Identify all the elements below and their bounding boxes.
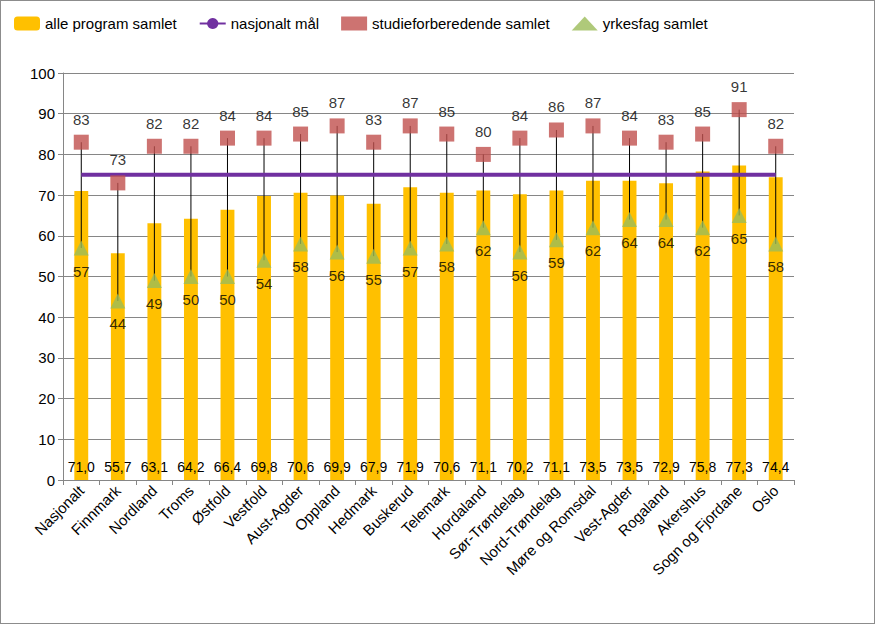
svg-text:58: 58 [767, 258, 784, 275]
svg-text:69,9: 69,9 [324, 459, 351, 475]
svg-text:60: 60 [38, 227, 55, 244]
svg-text:studieforberedende samlet: studieforberedende samlet [372, 15, 550, 32]
svg-text:Akershus: Akershus [652, 482, 709, 539]
svg-text:70,6: 70,6 [287, 459, 314, 475]
svg-text:84: 84 [512, 107, 529, 124]
svg-text:Møre og Romsdal: Møre og Romsdal [502, 482, 599, 579]
svg-text:85: 85 [292, 103, 309, 120]
svg-text:90: 90 [38, 105, 55, 122]
svg-text:56: 56 [329, 267, 346, 284]
svg-text:Vest-Agder: Vest-Agder [571, 482, 636, 547]
svg-text:Vestfold: Vestfold [220, 482, 270, 532]
svg-text:44: 44 [109, 315, 126, 332]
svg-text:70,6: 70,6 [433, 459, 460, 475]
svg-text:82: 82 [183, 115, 200, 132]
svg-text:83: 83 [658, 111, 675, 128]
svg-text:0: 0 [47, 472, 55, 489]
svg-text:62: 62 [585, 242, 602, 259]
svg-text:64: 64 [658, 234, 675, 251]
svg-text:82: 82 [146, 115, 163, 132]
svg-text:30: 30 [38, 349, 55, 366]
svg-text:Hordaland: Hordaland [428, 482, 490, 543]
svg-text:87: 87 [585, 94, 602, 111]
svg-text:Nordland: Nordland [105, 482, 160, 537]
svg-text:Buskerud: Buskerud [359, 482, 417, 539]
svg-text:50: 50 [183, 291, 200, 308]
svg-text:57: 57 [402, 263, 419, 280]
svg-text:10: 10 [38, 431, 55, 448]
svg-text:100: 100 [30, 65, 55, 82]
svg-text:Aust-Agder: Aust-Agder [242, 482, 307, 547]
svg-text:69,8: 69,8 [250, 459, 277, 475]
svg-text:54: 54 [256, 275, 273, 292]
svg-text:59: 59 [548, 254, 565, 271]
svg-text:20: 20 [38, 390, 55, 407]
svg-text:65: 65 [731, 230, 748, 247]
svg-text:55: 55 [365, 271, 382, 288]
svg-text:Troms: Troms [155, 482, 197, 524]
svg-text:71,1: 71,1 [470, 459, 497, 475]
svg-text:91: 91 [731, 78, 748, 95]
svg-text:Hedmark: Hedmark [324, 482, 380, 537]
svg-text:83: 83 [73, 111, 90, 128]
svg-text:Rogaland: Rogaland [614, 482, 673, 540]
svg-text:Finnmark: Finnmark [67, 482, 124, 539]
svg-text:82: 82 [767, 115, 784, 132]
svg-text:50: 50 [38, 268, 55, 285]
svg-text:Telemark: Telemark [397, 482, 453, 537]
svg-text:Oppland: Oppland [291, 482, 344, 535]
svg-text:87: 87 [402, 94, 419, 111]
svg-text:85: 85 [438, 103, 455, 120]
svg-text:Nasjonalt: Nasjonalt [31, 482, 88, 539]
svg-text:71,0: 71,0 [68, 459, 95, 475]
svg-text:75,8: 75,8 [689, 459, 716, 475]
svg-text:80: 80 [38, 146, 55, 163]
svg-text:58: 58 [438, 258, 455, 275]
svg-text:83: 83 [365, 111, 382, 128]
svg-text:73: 73 [109, 151, 126, 168]
svg-text:84: 84 [256, 107, 273, 124]
svg-text:64: 64 [621, 234, 638, 251]
svg-text:Sogn og Fjordane: Sogn og Fjordane [649, 482, 745, 578]
svg-text:87: 87 [329, 94, 346, 111]
svg-text:64,2: 64,2 [177, 459, 204, 475]
svg-text:70: 70 [38, 187, 55, 204]
svg-text:86: 86 [548, 98, 565, 115]
svg-text:73,5: 73,5 [616, 459, 643, 475]
svg-text:84: 84 [621, 107, 638, 124]
svg-text:80: 80 [475, 123, 492, 140]
svg-text:Oslo: Oslo [748, 482, 782, 516]
svg-text:71,9: 71,9 [397, 459, 424, 475]
svg-text:58: 58 [292, 258, 309, 275]
svg-text:72,9: 72,9 [652, 459, 679, 475]
svg-text:63,1: 63,1 [141, 459, 168, 475]
svg-text:71,1: 71,1 [543, 459, 570, 475]
svg-text:49: 49 [146, 295, 163, 312]
svg-text:57: 57 [73, 263, 90, 280]
svg-text:74,4: 74,4 [762, 459, 789, 475]
svg-text:nasjonalt mål: nasjonalt mål [231, 15, 319, 32]
svg-text:73,5: 73,5 [579, 459, 606, 475]
svg-text:40: 40 [38, 309, 55, 326]
svg-text:85: 85 [694, 103, 711, 120]
svg-text:84: 84 [219, 107, 236, 124]
svg-text:56: 56 [512, 267, 529, 284]
svg-text:50: 50 [219, 291, 236, 308]
svg-text:66,4: 66,4 [214, 459, 241, 475]
svg-text:Sør-Trøndelag: Sør-Trøndelag [445, 482, 526, 563]
svg-text:yrkesfag samlet: yrkesfag samlet [603, 15, 709, 32]
svg-text:77,3: 77,3 [726, 459, 753, 475]
svg-text:55,7: 55,7 [104, 459, 131, 475]
svg-text:67,9: 67,9 [360, 459, 387, 475]
svg-text:Østfold: Østfold [187, 482, 234, 528]
svg-text:70,2: 70,2 [506, 459, 533, 475]
svg-text:62: 62 [694, 242, 711, 259]
svg-text:alle program samlet: alle program samlet [45, 15, 178, 32]
svg-text:62: 62 [475, 242, 492, 259]
svg-text:Nord-Trøndelag: Nord-Trøndelag [476, 482, 563, 569]
